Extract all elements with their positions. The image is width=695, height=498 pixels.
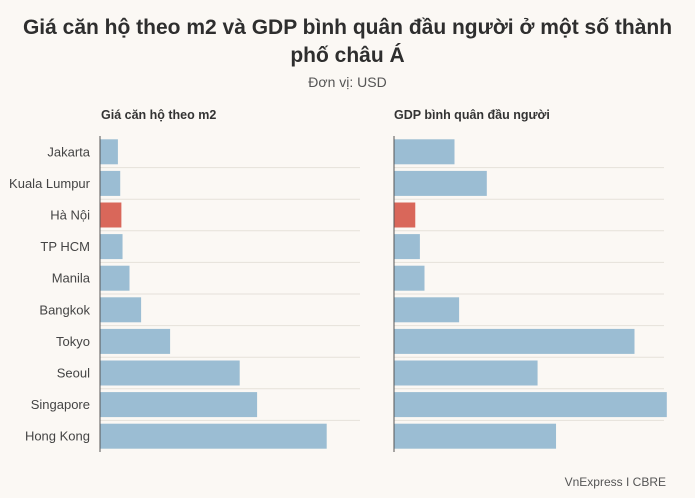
bar-price bbox=[100, 360, 240, 386]
bar-gdp bbox=[394, 265, 425, 291]
bar-gdp bbox=[394, 202, 416, 228]
category-label: Singapore bbox=[31, 397, 90, 412]
category-label: Kuala Lumpur bbox=[9, 176, 91, 191]
bar-gdp bbox=[394, 328, 635, 354]
chart-subtitle: Đơn vị: USD bbox=[308, 74, 387, 90]
bar-gdp bbox=[394, 170, 487, 196]
bar-price bbox=[100, 265, 130, 291]
category-label: Seoul bbox=[57, 366, 90, 381]
bar-gdp bbox=[394, 360, 538, 386]
bar-price bbox=[100, 170, 121, 196]
bar-price bbox=[100, 234, 123, 260]
bar-price bbox=[100, 139, 118, 165]
bar-price bbox=[100, 392, 258, 418]
bar-price bbox=[100, 423, 327, 449]
panel-title-price: Giá căn hộ theo m2 bbox=[101, 108, 217, 122]
panel-title-gdp: GDP bình quân đầu người bbox=[394, 108, 550, 122]
category-label: Hà Nội bbox=[50, 208, 90, 223]
bar-price bbox=[100, 328, 171, 354]
bar-price bbox=[100, 202, 122, 228]
chart-title-line-2: phố châu Á bbox=[290, 44, 405, 67]
category-label: TP HCM bbox=[40, 239, 90, 254]
chart-title: Giá căn hộ theo m2 và GDP bình quân đầu … bbox=[0, 14, 695, 70]
category-label: Jakarta bbox=[47, 144, 90, 159]
source-credit: VnExpress I CBRE bbox=[564, 475, 666, 489]
category-label: Tokyo bbox=[56, 334, 90, 349]
category-label: Hong Kong bbox=[25, 429, 90, 444]
bar-price bbox=[100, 297, 142, 323]
category-label: Bangkok bbox=[39, 302, 90, 317]
bar-gdp bbox=[394, 139, 455, 165]
bar-gdp bbox=[394, 423, 557, 449]
bar-gdp bbox=[394, 392, 667, 418]
bar-gdp bbox=[394, 234, 420, 260]
chart-title-line-1: Giá căn hộ theo m2 và GDP bình quân đầu … bbox=[22, 16, 673, 39]
category-label: Manila bbox=[52, 271, 91, 286]
bar-gdp bbox=[394, 297, 460, 323]
